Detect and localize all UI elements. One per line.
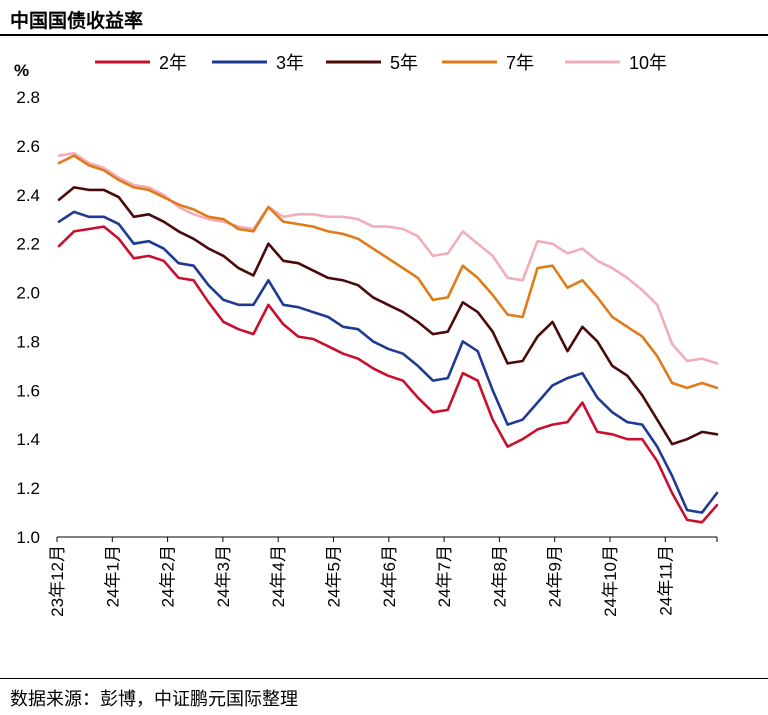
x-tick-label: 24年9月 <box>546 545 565 607</box>
y-tick-label: 2.6 <box>16 137 40 156</box>
y-tick-label: 2.4 <box>16 186 40 205</box>
series-line-3年 <box>57 210 719 514</box>
x-tick-label: 24年1月 <box>103 545 122 607</box>
x-tick-label: 24年6月 <box>380 545 399 607</box>
source-note: 数据来源：彭博，中证鹏元国际整理 <box>10 689 298 710</box>
y-axis-unit-label: % <box>14 61 29 80</box>
x-tick-label: 24年2月 <box>159 545 178 607</box>
x-tick-label: 24年4月 <box>269 545 288 607</box>
y-tick-label: 2.8 <box>16 88 40 107</box>
y-tick-label: 1.6 <box>16 381 40 400</box>
y-tick-label: 2.2 <box>16 235 40 254</box>
series-line-2年 <box>57 225 719 524</box>
y-tick-label: 1.0 <box>16 528 40 547</box>
legend-label: 2年 <box>159 53 187 73</box>
legend-label: 3年 <box>276 53 304 73</box>
chart-title: 中国国债收益率 <box>10 10 144 32</box>
x-axis: 23年12月 24年1月 24年2月 24年3月 24年4月 24年5月 24年6月 24年7… <box>48 536 718 617</box>
legend-label: 7年 <box>506 53 534 73</box>
top-rule <box>0 34 768 36</box>
bottom-rule <box>0 678 768 679</box>
legend-label: 10年 <box>629 53 667 73</box>
x-tick-label: 24年11月 <box>656 545 675 616</box>
x-tick-label: 24年3月 <box>214 545 233 607</box>
x-tick-label: 24年10月 <box>601 545 620 617</box>
legend: 2年 3年 5年 7年 10年 <box>95 53 667 73</box>
x-tick-label: 24年8月 <box>490 545 509 607</box>
series-line-7年 <box>57 154 719 390</box>
y-axis: 1.0 1.2 1.4 1.6 1.8 2.0 2.2 2.4 2.6 2.8 <box>16 88 40 547</box>
legend-label: 5年 <box>390 53 418 73</box>
x-tick-label: 24年7月 <box>435 545 454 607</box>
y-tick-label: 1.2 <box>16 479 40 498</box>
series-line-5年 <box>57 186 719 446</box>
x-tick-label: 24年5月 <box>325 545 344 607</box>
x-tick-label: 23年12月 <box>48 545 67 617</box>
y-tick-label: 2.0 <box>16 284 40 303</box>
y-tick-label: 1.4 <box>16 430 40 449</box>
series-group <box>57 151 719 524</box>
y-tick-label: 1.8 <box>16 332 40 351</box>
